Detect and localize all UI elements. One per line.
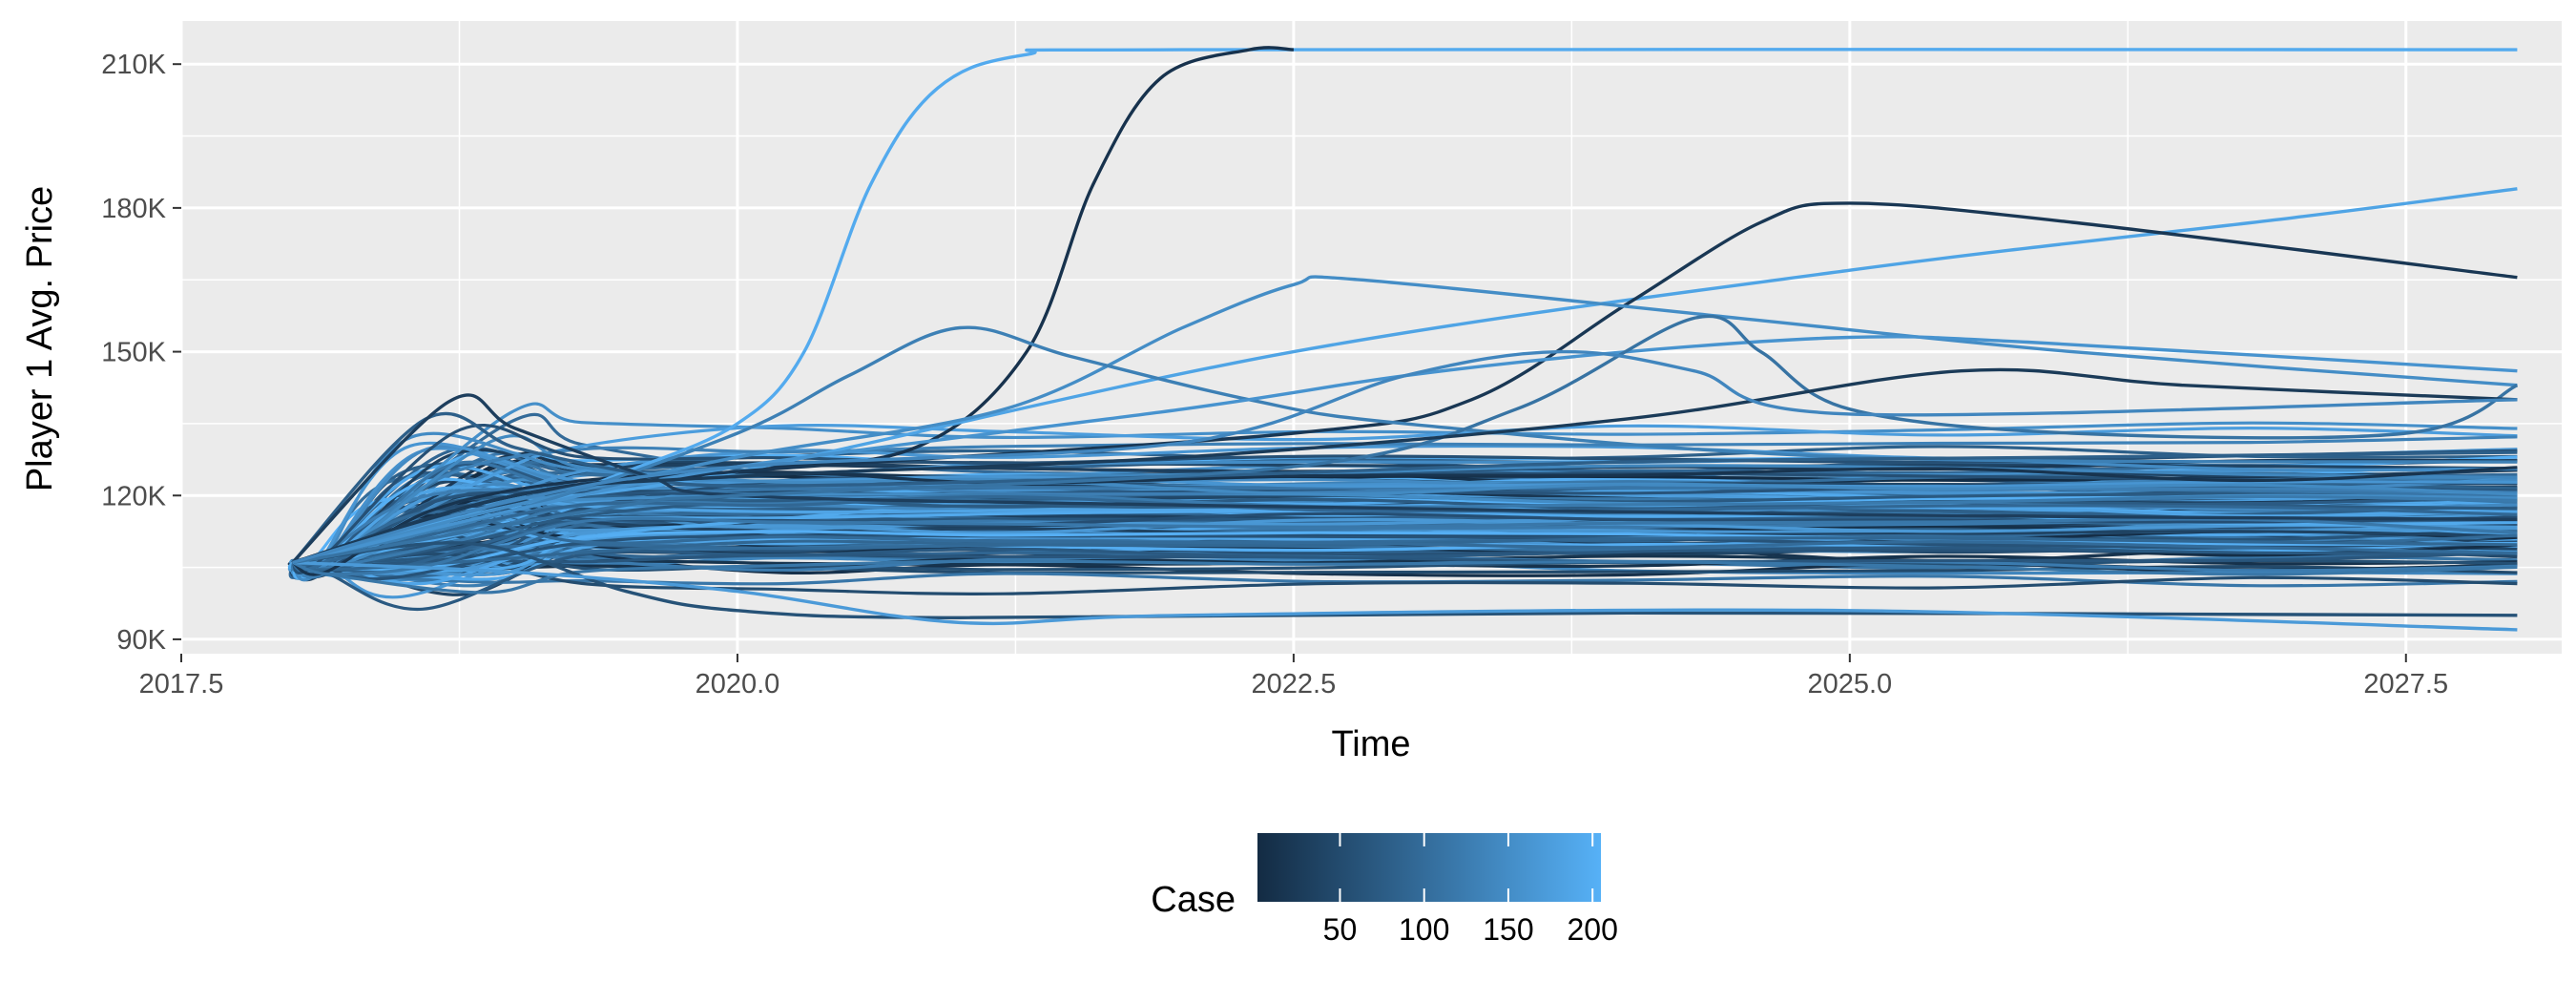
- legend-ticks: 50 100 150 200: [1323, 833, 1618, 947]
- legend-title: Case: [1151, 880, 1236, 920]
- series-line-case-110: [292, 314, 2519, 565]
- y-axis-title: Player 1 Avg. Price: [20, 186, 60, 491]
- series-line: [291, 435, 2518, 579]
- series-line-case-80: [291, 411, 2518, 564]
- legend-colorbar: [1257, 833, 1601, 902]
- x-tick-label: 2025.0: [1807, 669, 1892, 699]
- x-axis: 2017.5 2020.0 2022.5 2025.0 2027.5: [139, 654, 2448, 699]
- y-tick-label: 180K: [101, 194, 166, 224]
- series-line: [292, 536, 2518, 572]
- y-tick-label: 210K: [101, 50, 166, 80]
- series-line: [291, 441, 2518, 577]
- series-line: [292, 479, 2518, 568]
- series-line: [291, 431, 2518, 578]
- y-tick-label: 90K: [116, 625, 166, 656]
- series-line: [292, 530, 2518, 569]
- series-line-case-30: [291, 393, 2518, 564]
- legend: Case 50 100 150 200: [1151, 833, 1618, 947]
- series-line: [291, 433, 2518, 575]
- series-line: [290, 493, 2518, 574]
- x-tick-label: 2020.0: [696, 669, 780, 699]
- series-line: [291, 510, 2518, 572]
- series-layer: [287, 46, 2519, 632]
- legend-tick-label: 200: [1567, 912, 1617, 947]
- x-axis-title: Time: [1331, 724, 1410, 764]
- y-tick-label: 150K: [101, 338, 166, 368]
- x-tick-label: 2022.5: [1252, 669, 1337, 699]
- legend-tick-label: 150: [1483, 912, 1533, 947]
- series-line: [291, 466, 2518, 576]
- series-line: [292, 516, 2518, 576]
- legend-tick-label: 100: [1399, 912, 1449, 947]
- y-tick-label: 120K: [101, 481, 166, 511]
- series-line: [291, 559, 2518, 595]
- series-line-case-140: [292, 349, 2518, 565]
- series-line: [291, 497, 2518, 574]
- legend-tick-label: 50: [1323, 912, 1358, 947]
- series-line: [291, 402, 2518, 580]
- x-tick-label: 2017.5: [139, 669, 224, 699]
- series-line-case-170: [292, 560, 2518, 632]
- x-tick-label: 2027.5: [2363, 669, 2448, 699]
- y-axis: 90K 120K 150K 180K 210K: [101, 50, 181, 656]
